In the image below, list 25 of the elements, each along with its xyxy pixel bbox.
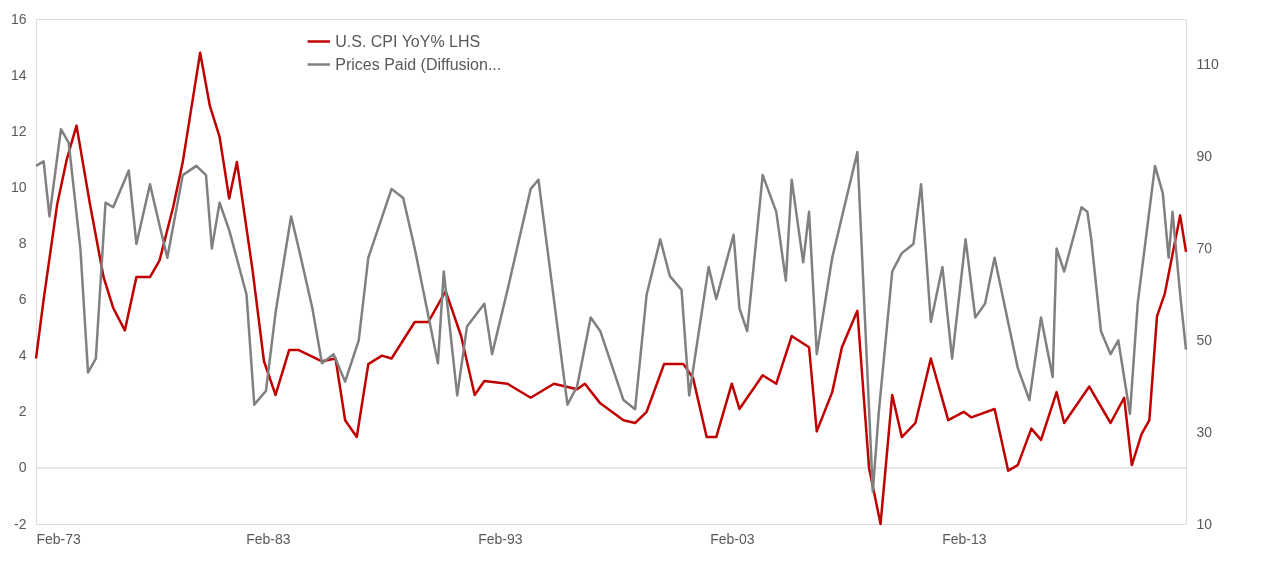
y2-tick-label: 70	[1196, 240, 1213, 257]
legend-label: Prices Paid (Diffusion...	[335, 55, 502, 73]
y-tick-label: 6	[18, 291, 27, 308]
x-tick-label: Feb-93	[478, 530, 523, 547]
y2-tick-label: 10	[1196, 515, 1213, 532]
line-series	[34, 127, 1188, 494]
line-series	[34, 51, 1188, 526]
x-tick-label: Feb-83	[246, 530, 291, 547]
y-tick-label: -2	[14, 515, 27, 532]
y-tick-label: 2	[18, 403, 27, 420]
y-tick-label: 14	[10, 66, 27, 83]
y2-tick-label: 50	[1196, 331, 1213, 348]
legend-label: U.S. CPI YoY% LHS	[335, 32, 481, 50]
x-tick-label: Feb-13	[942, 530, 987, 547]
y-tick-label: 4	[18, 347, 27, 364]
y-tick-label: 10	[10, 178, 27, 195]
y2-tick-label: 90	[1196, 148, 1213, 165]
y-tick-label: 0	[18, 459, 27, 476]
y2-tick-label: 30	[1196, 423, 1213, 440]
y-tick-label: 12	[10, 122, 27, 139]
y-tick-label: 16	[10, 10, 27, 27]
y2-tick-label: 110	[1196, 56, 1220, 73]
x-tick-label: Feb-03	[710, 530, 755, 547]
y-tick-label: 8	[18, 234, 27, 251]
x-tick-label: Feb-73	[36, 530, 82, 547]
